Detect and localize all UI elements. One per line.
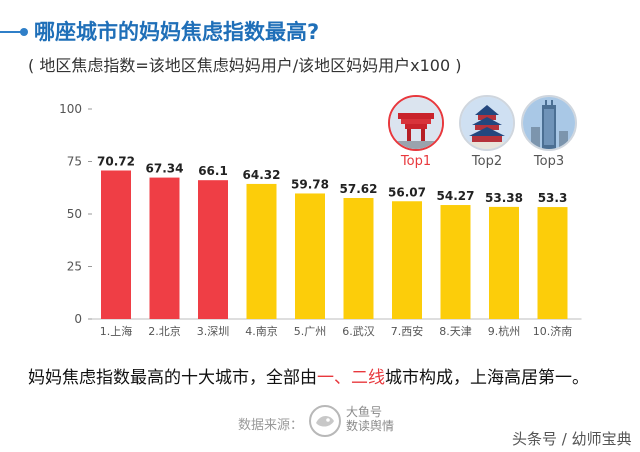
y-tick-label: 50 xyxy=(67,207,82,221)
bar xyxy=(198,180,228,319)
category-label: 1.上海 xyxy=(100,324,133,338)
bar xyxy=(489,206,519,319)
bar-value-label: 59.78 xyxy=(291,177,329,191)
category-label: 2.北京 xyxy=(148,324,181,338)
bar-value-label: 67.34 xyxy=(146,162,184,176)
page-title: 哪座城市的妈妈焦虑指数最高? xyxy=(34,20,320,44)
y-tick-label: 75 xyxy=(67,155,82,169)
china-pavilion-icon xyxy=(388,95,444,151)
top2-label: Top2 xyxy=(471,154,503,169)
bar-value-label: 64.32 xyxy=(243,168,281,182)
caption-part1: 妈妈焦虑指数最高的十大城市，全部由 xyxy=(28,368,317,388)
bar xyxy=(343,197,374,319)
skyscraper-icon xyxy=(521,95,577,151)
top1-label: Top1 xyxy=(400,154,432,169)
bar-value-label: 57.62 xyxy=(340,182,378,196)
y-tick-label: 0 xyxy=(74,312,82,326)
summary-caption: 妈妈焦虑指数最高的十大城市，全部由一、二线城市构成，上海高居第一。 xyxy=(28,363,589,388)
y-tick-label: 25 xyxy=(67,260,82,274)
bar-chart: 0 25 50 75 100 70.72 1.上海 67.34 2.北京 66.1 3.深圳 64.3… xyxy=(59,102,582,338)
bar-value-label: 53.3 xyxy=(538,191,568,205)
bar-value-label: 53.38 xyxy=(485,191,523,205)
category-label: 6.武汉 xyxy=(342,325,375,338)
caption-part2: 城市构成，上海高居第一。 xyxy=(385,368,589,388)
caption-highlight-tier1: 一 xyxy=(317,368,334,388)
category-label: 4.南京 xyxy=(245,324,278,338)
caption-highlight-tier2: 二线 xyxy=(351,368,385,388)
bar-value-label: 56.07 xyxy=(388,185,426,199)
top2-badge: Top2 xyxy=(456,95,518,169)
bar xyxy=(392,201,422,319)
bar xyxy=(537,207,568,319)
bar-value-label: 70.72 xyxy=(97,154,135,168)
top3-badge: Top3 xyxy=(518,95,580,169)
category-label: 3.深圳 xyxy=(197,325,230,338)
caption-separator: 、 xyxy=(334,368,351,388)
y-tick-label: 100 xyxy=(59,102,82,116)
formula-subtitle: ( 地区焦虑指数=该地区焦虑妈妈用户/该地区妈妈用户x100 ) xyxy=(28,56,462,75)
bar xyxy=(295,193,325,319)
title-accent-line xyxy=(0,31,22,33)
category-label: 5.广州 xyxy=(294,325,327,338)
brand-line1: 大鱼号 xyxy=(346,405,383,419)
bar xyxy=(149,177,180,319)
bar xyxy=(101,170,131,319)
category-label: 8.天津 xyxy=(439,325,472,338)
brand-line2: 数读舆情 xyxy=(346,419,395,433)
category-label: 7.西安 xyxy=(391,324,424,338)
top3-label: Top3 xyxy=(533,154,565,169)
bar-value-label: 66.1 xyxy=(198,164,228,178)
fish-logo-icon xyxy=(309,405,341,437)
category-label: 9.杭州 xyxy=(488,324,521,338)
title-accent-dot xyxy=(20,28,28,36)
bar xyxy=(246,183,277,319)
top1-badge: Top1 xyxy=(385,95,447,169)
temple-of-heaven-icon xyxy=(459,95,515,151)
bar xyxy=(440,205,471,319)
category-label: 10.济南 xyxy=(533,324,573,338)
data-source-label: 数据来源： xyxy=(238,418,304,433)
bar-value-label: 54.27 xyxy=(437,189,475,203)
watermark: 头条号 / 幼师宝典 xyxy=(512,430,632,448)
brand-name: 大鱼号 数读舆情 xyxy=(346,405,394,433)
